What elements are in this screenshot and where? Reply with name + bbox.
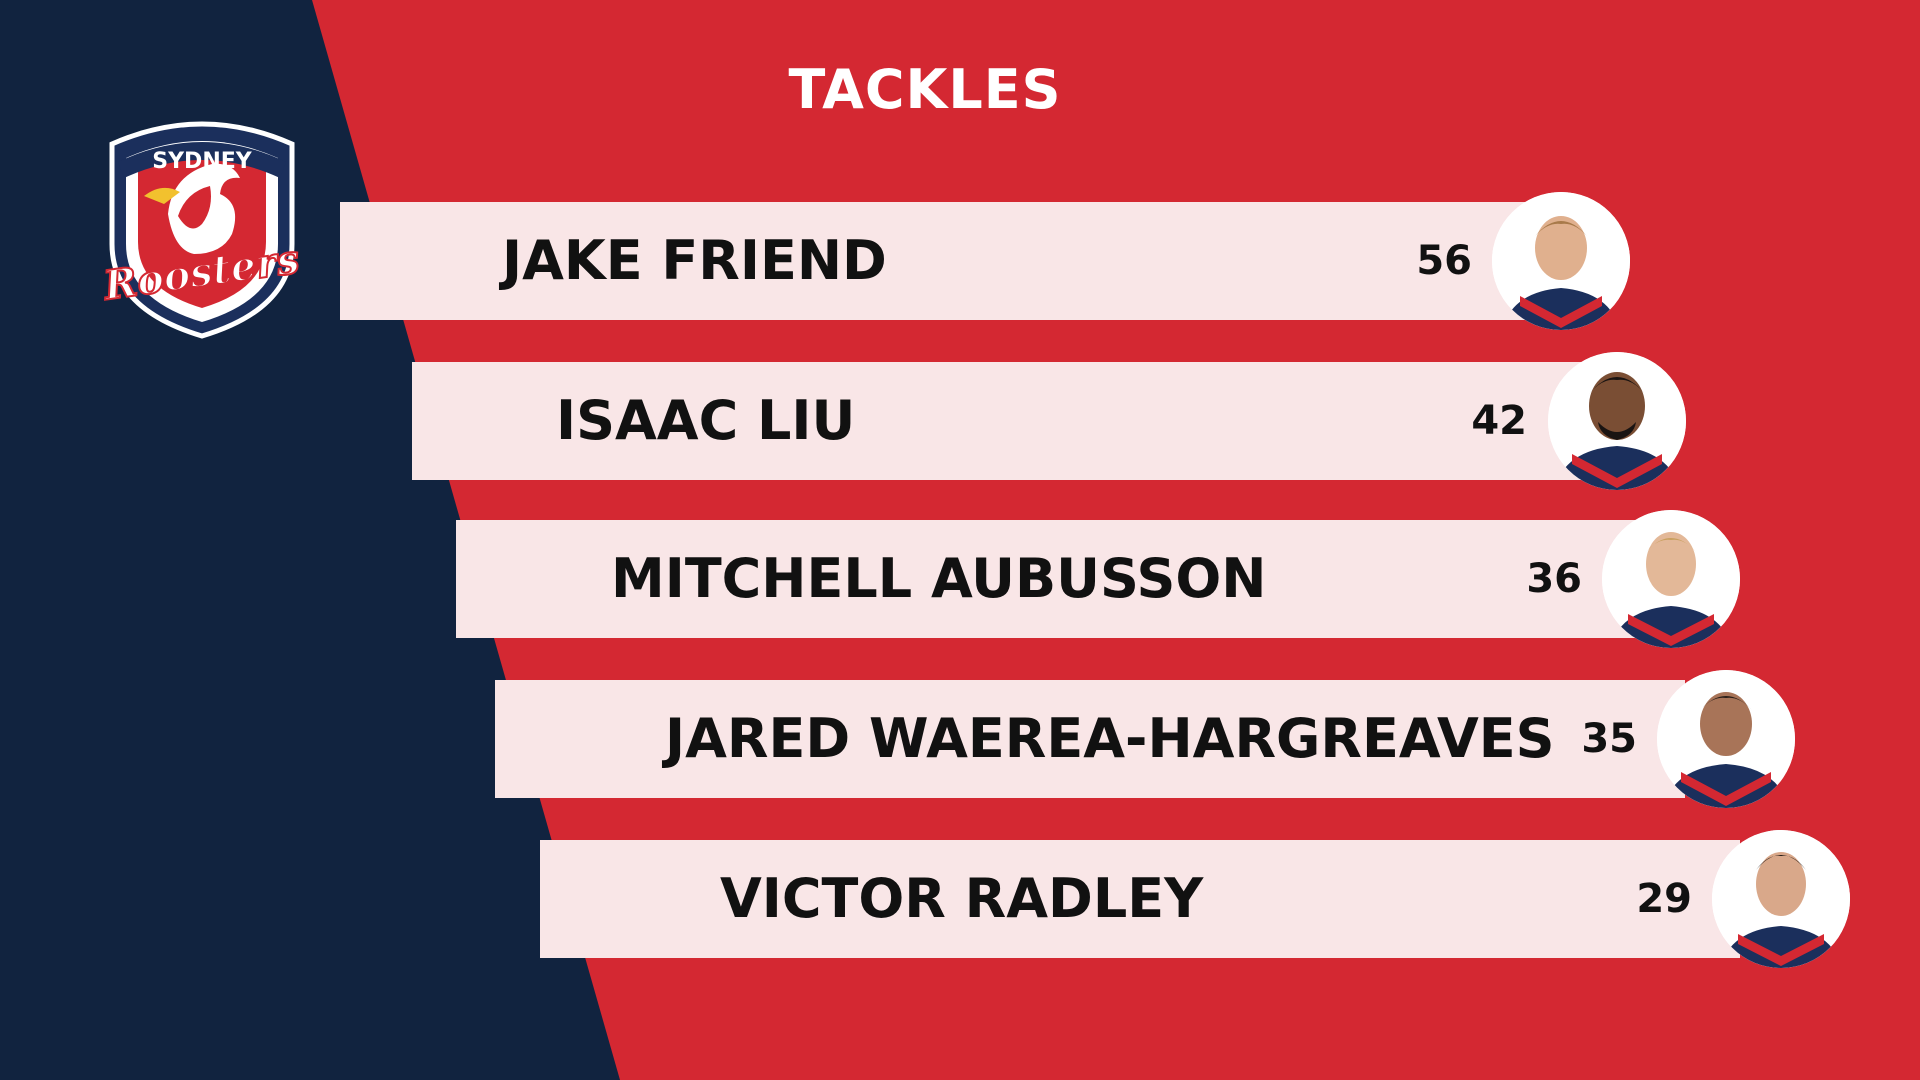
page-title: TACKLES [788,58,1062,121]
player-photo-isaac-liu [1548,352,1686,490]
player-row-4: JARED WAEREA-HARGREAVES 35 [495,680,1685,798]
player-name: JAKE FRIEND [502,229,887,292]
player-row-3: MITCHELL AUBUSSON 36 [456,520,1636,638]
player-photo-mitchell-aubusson [1602,510,1740,648]
player-photo-victor-radley [1712,830,1850,968]
player-name: JARED WAEREA-HARGREAVES [665,707,1555,770]
tackle-count: 29 [1636,876,1692,922]
player-photo-jake-friend [1492,192,1630,330]
player-row-1: JAKE FRIEND 56 [340,202,1540,320]
tackle-count: 56 [1416,238,1472,284]
tackle-count: 36 [1526,556,1582,602]
sydney-roosters-logo: SYDNEY Roosters [99,121,303,339]
player-photo-jared-waerea-hargreaves [1657,670,1795,808]
player-row-5: VICTOR RADLEY 29 [540,840,1740,958]
logo-top-text: SYDNEY [152,149,252,174]
player-name: ISAAC LIU [556,389,856,452]
tackle-count: 35 [1581,716,1637,762]
player-name: VICTOR RADLEY [720,867,1204,930]
player-row-2: ISAAC LIU 42 [412,362,1592,480]
tackle-count: 42 [1471,398,1527,444]
player-name: MITCHELL AUBUSSON [611,547,1267,610]
